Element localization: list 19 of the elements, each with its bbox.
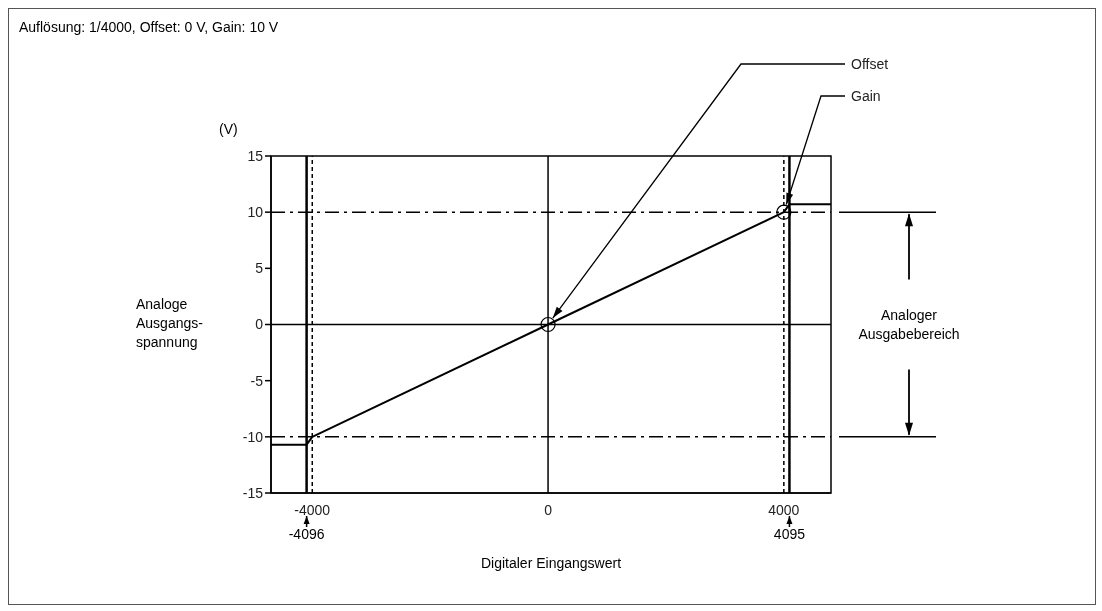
y-tick-label: 15	[247, 147, 264, 164]
x-tick-label: 0	[544, 502, 553, 518]
text: (V)	[219, 121, 238, 137]
y-axis-title: Analoge Ausgangs-spannung	[136, 294, 204, 352]
y-tick-label: 0	[255, 316, 264, 333]
y-tick-label: 10	[247, 204, 264, 221]
ref-line-label: 4095	[772, 526, 806, 542]
annotation: Gain	[851, 88, 881, 104]
y-tick-label: -5	[250, 372, 264, 389]
ref-line-label: -4096	[287, 526, 326, 542]
y-tick-label: -10	[242, 428, 264, 445]
x-axis-title: Digitaler Eingangswert	[479, 555, 623, 571]
text: Auflösung: 1/4000, Offset: 0 V, Gain: 10 V	[19, 19, 279, 35]
x-tick-label: 4000	[768, 502, 800, 518]
text: Analoger Ausgabebereich	[857, 305, 961, 344]
y-tick-label: 5	[255, 260, 264, 277]
annotation: Offset	[851, 56, 889, 72]
y-tick-label: -15	[242, 484, 264, 501]
x-tick-label: -4000	[294, 502, 331, 518]
